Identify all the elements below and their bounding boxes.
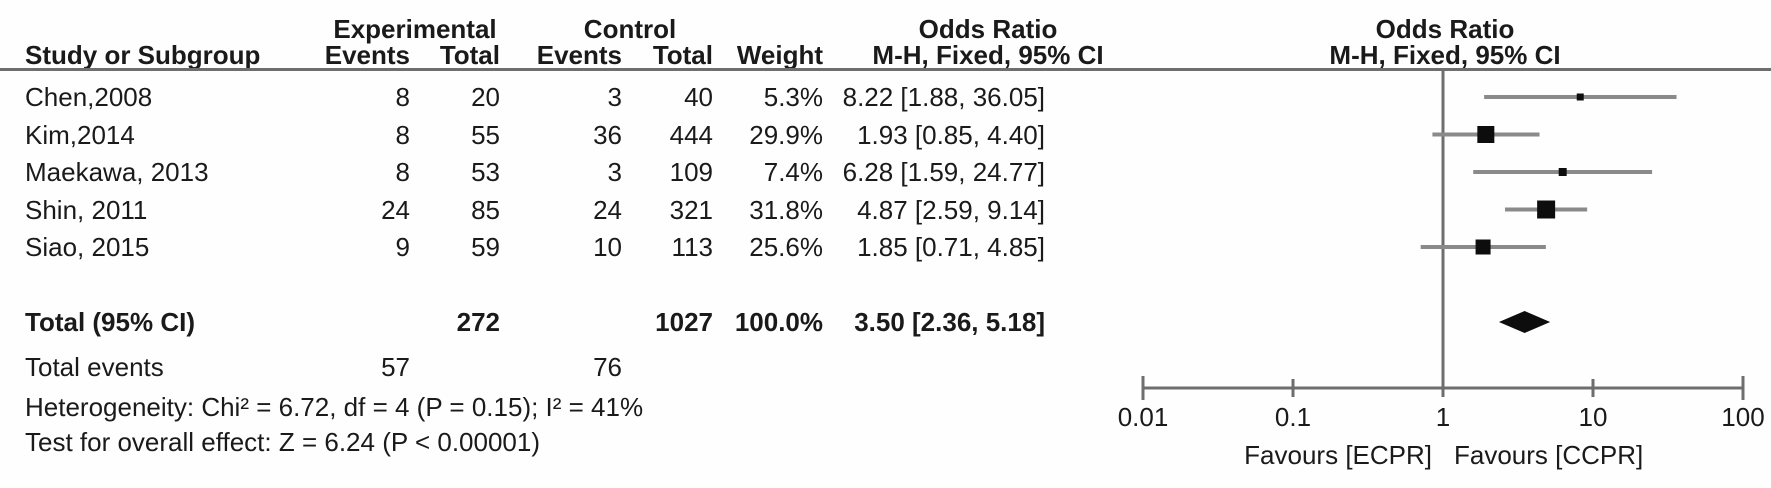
odds-ratio-ci-cell: 1.93 [0.85, 4.40] bbox=[857, 119, 1045, 150]
study-name: Siao, 2015 bbox=[25, 232, 150, 262]
overall-effect-note: Test for overall effect: Z = 6.24 (P < 0… bbox=[25, 427, 540, 457]
total-odds-ratio-ci-cell: 3.50 [2.36, 5.18] bbox=[854, 307, 1045, 337]
total-events-label: Total events bbox=[25, 352, 164, 382]
exp-events-cell: 24 bbox=[381, 194, 410, 225]
ctrl-events-cell: 24 bbox=[593, 194, 622, 225]
exp-total-cell: 85 bbox=[471, 194, 500, 225]
favours-left-label: Favours [ECPR] bbox=[1244, 440, 1432, 470]
control-group-header: Control bbox=[583, 14, 677, 44]
odds-ratio-ci-cell: 8.22 [1.88, 36.05] bbox=[842, 82, 1045, 112]
point-estimate-marker bbox=[1477, 126, 1495, 143]
ctrl-total-cell: 113 bbox=[671, 232, 713, 262]
weight-cell: 25.6% bbox=[749, 232, 823, 262]
total-exp-total-cell: 272 bbox=[456, 307, 500, 337]
exp-events-cell: 8 bbox=[395, 82, 410, 112]
x-tick-label: 0.1 bbox=[1274, 402, 1312, 432]
ctrl-total-cell: 444 bbox=[669, 119, 713, 150]
odds-ratio-ci-cell: 1.85 [0.71, 4.85] bbox=[857, 232, 1045, 262]
exp-total-cell: 59 bbox=[471, 232, 500, 262]
header-divider-line bbox=[0, 68, 1771, 71]
weight-column-header: Weight bbox=[736, 40, 823, 70]
total-ctrl-total-cell: 1027 bbox=[655, 307, 713, 337]
x-tick-label: 0.01 bbox=[1117, 402, 1169, 432]
exp-events-cell: 9 bbox=[395, 232, 410, 262]
exp-total-cell: 20 bbox=[471, 82, 500, 112]
total-row-label: Total (95% CI) bbox=[25, 307, 195, 337]
ctrl-events-cell: 10 bbox=[593, 232, 622, 262]
point-estimate-marker bbox=[1537, 200, 1556, 219]
odds-ratio-ci-cell: 6.28 [1.59, 24.77] bbox=[842, 157, 1045, 187]
ctrl-events-cell: 3 bbox=[607, 157, 622, 187]
odds-ratio-ci-cell: 4.87 [2.59, 9.14] bbox=[857, 194, 1045, 225]
study-name: Maekawa, 2013 bbox=[25, 157, 209, 187]
ctrl-events-cell: 36 bbox=[593, 119, 622, 150]
study-column-header: Study or Subgroup bbox=[25, 40, 261, 70]
x-tick-label: 10 bbox=[1578, 402, 1608, 432]
ctrl-total-column-header: Total bbox=[652, 40, 713, 70]
pooled-estimate-diamond bbox=[1498, 311, 1551, 333]
point-estimate-marker bbox=[1475, 239, 1491, 255]
ctrl-total-cell: 40 bbox=[684, 82, 713, 112]
exp-total-cell: 53 bbox=[471, 157, 500, 187]
exp-events-column-header: Events bbox=[324, 40, 410, 70]
x-tick-label: 100 bbox=[1721, 402, 1765, 432]
exp-events-cell: 8 bbox=[395, 119, 410, 150]
ctrl-total-cell: 321 bbox=[669, 194, 713, 225]
weight-cell: 7.4% bbox=[763, 157, 823, 187]
odds-ratio-header-left: Odds Ratio bbox=[918, 14, 1058, 44]
x-tick-label: 1 bbox=[1435, 402, 1451, 432]
study-name: Chen,2008 bbox=[25, 82, 153, 112]
total-events-exp-cell: 57 bbox=[381, 352, 410, 382]
experimental-group-header: Experimental bbox=[333, 14, 497, 44]
exp-total-column-header: Total bbox=[439, 40, 500, 70]
point-estimate-marker bbox=[1558, 168, 1567, 176]
study-name: Shin, 2011 bbox=[25, 194, 148, 225]
exp-total-cell: 55 bbox=[471, 119, 500, 150]
weight-cell: 31.8% bbox=[749, 194, 823, 225]
weight-cell: 5.3% bbox=[763, 82, 823, 112]
heterogeneity-note: Heterogeneity: Chi² = 6.72, df = 4 (P = … bbox=[25, 392, 644, 422]
ctrl-events-column-header: Events bbox=[536, 40, 622, 70]
point-estimate-marker bbox=[1576, 93, 1584, 101]
ctrl-total-cell: 109 bbox=[669, 157, 713, 187]
study-name: Kim,2014 bbox=[25, 119, 135, 150]
exp-events-cell: 8 bbox=[395, 157, 410, 187]
total-weight-cell: 100.0% bbox=[734, 307, 823, 337]
odds-ratio-header-right: Odds Ratio bbox=[1375, 14, 1515, 44]
mh-ci-column-header-left: M-H, Fixed, 95% CI bbox=[872, 40, 1104, 70]
mh-ci-column-header-right: M-H, Fixed, 95% CI bbox=[1329, 40, 1561, 70]
favours-right-label: Favours [CCPR] bbox=[1454, 440, 1644, 470]
ctrl-events-cell: 3 bbox=[607, 82, 622, 112]
weight-cell: 29.9% bbox=[749, 119, 823, 150]
total-events-ctrl-cell: 76 bbox=[593, 352, 622, 382]
